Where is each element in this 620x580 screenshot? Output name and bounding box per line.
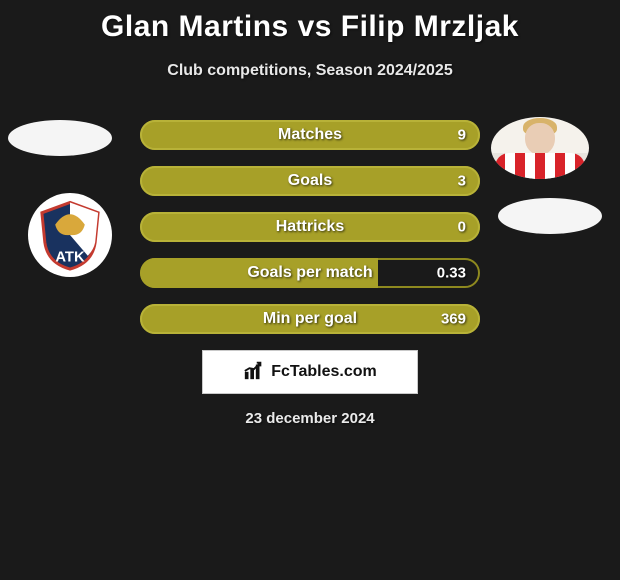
snapshot-date: 23 december 2024 xyxy=(245,410,374,427)
stat-bar: Goals 3 xyxy=(140,166,480,196)
svg-text:ATK: ATK xyxy=(55,250,85,266)
stat-bar: Min per goal 369 xyxy=(140,304,480,334)
branding-text: FcTables.com xyxy=(271,363,377,381)
stat-bar: Matches 9 xyxy=(140,120,480,150)
stat-value: 3 xyxy=(458,173,466,190)
stat-label: Hattricks xyxy=(276,218,344,236)
stat-value: 0.33 xyxy=(437,265,466,282)
bar-chart-icon xyxy=(243,359,265,386)
club-crest-icon: ATK xyxy=(33,198,107,272)
stat-value: 9 xyxy=(458,127,466,144)
player-shirt-shape xyxy=(495,153,585,179)
stat-bar: Hattricks 0 xyxy=(140,212,480,242)
stat-label: Goals xyxy=(288,172,332,190)
stat-label: Matches xyxy=(278,126,342,144)
player-head-shape xyxy=(525,123,555,155)
branding-badge: FcTables.com xyxy=(202,350,418,394)
club-right-avatar-placeholder xyxy=(498,198,602,234)
comparison-subtitle: Club competitions, Season 2024/2025 xyxy=(0,62,620,80)
club-left-crest: ATK xyxy=(28,193,112,277)
stat-bar: Goals per match 0.33 xyxy=(140,258,480,288)
player-right-avatar xyxy=(491,117,589,179)
stat-value: 369 xyxy=(441,311,466,328)
stat-value: 0 xyxy=(458,219,466,236)
stat-bars: Matches 9 Goals 3 Hattricks 0 Goals per match 0… xyxy=(140,120,480,350)
stat-label: Min per goal xyxy=(263,310,357,328)
player-left-avatar-placeholder xyxy=(8,120,112,156)
stat-label: Goals per match xyxy=(247,264,372,282)
comparison-title: Glan Martins vs Filip Mrzljak xyxy=(0,0,620,44)
